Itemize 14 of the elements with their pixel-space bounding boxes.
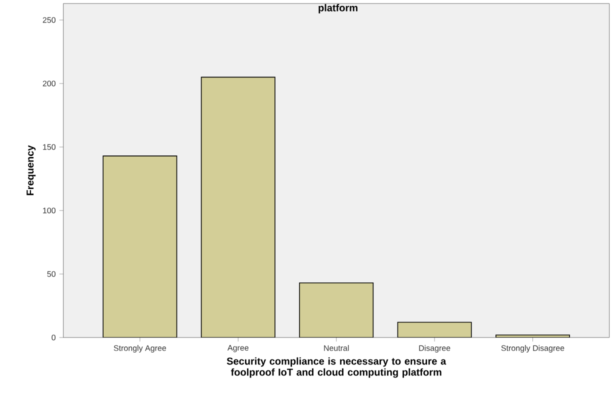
y-tick-label: 50 [47,271,56,277]
y-axis-title: Frequency [26,145,36,196]
y-tick-label: 150 [43,144,56,150]
chart-title: platform [318,4,358,14]
x-axis-title: Security compliance is necessary to ensure a foolproof IoT and cloud computing platform [226,357,446,378]
y-tick-label: 200 [42,80,56,86]
y-tick-label: 250 [42,17,56,23]
y-tick-label: 100 [43,208,56,214]
x-tick-label: Agree [227,345,248,352]
x-tick-label: Disagree [419,345,450,353]
y-tick-label: 0 [52,334,56,340]
x-tick-label: Strongly Agree [114,345,166,353]
x-tick-label: Neutral [324,345,349,351]
x-tick-label: Strongly Disagree [501,345,564,353]
